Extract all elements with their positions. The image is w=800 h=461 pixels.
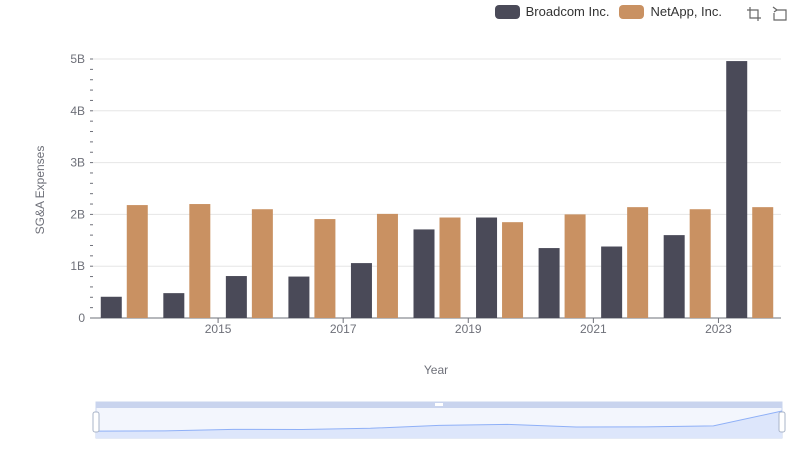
y-tick-label: 4B [70,104,85,118]
x-tick-label: 2017 [330,322,357,336]
x-axis-title: Year [424,363,448,377]
bar-netapp-2019[interactable] [439,217,461,318]
legend-label-broadcom: Broadcom Inc. [525,4,610,19]
bar-netapp-2020[interactable] [502,222,524,318]
data-zoom-slider[interactable] [92,401,786,439]
bar-netapp-2022[interactable] [627,207,649,318]
legend-label-netapp: NetApp, Inc. [650,4,722,19]
bar-netapp-2016[interactable] [251,209,273,318]
slider-handle-left[interactable] [92,411,100,433]
bar-netapp-2015[interactable] [189,204,211,318]
y-axis: 0 1B 2B 3B 4B 5B [70,52,93,325]
bar-broadcom-2014[interactable] [100,296,122,318]
toolbox [746,6,788,22]
bar-broadcom-2022[interactable] [601,246,623,318]
bar-netapp-2024[interactable] [752,207,774,318]
zoom-icon[interactable] [746,6,762,22]
slider-preview-area [96,411,782,438]
bar-broadcom-2021[interactable] [538,248,560,318]
bar-netapp-2017[interactable] [314,219,336,318]
x-tick-label: 2023 [705,322,732,336]
bar-broadcom-2023[interactable] [663,235,685,318]
x-tick-label: 2015 [205,322,232,336]
y-tick-label: 5B [70,52,85,66]
x-tick-label: 2019 [455,322,482,336]
bar-netapp-2018[interactable] [376,213,398,318]
y-axis-title: SG&A Expenses [33,146,47,235]
slider-handle-right[interactable] [778,411,786,433]
legend-swatch-broadcom [494,4,520,19]
slider-preview-line [95,410,783,432]
bar-broadcom-2019[interactable] [413,229,435,318]
bar-broadcom-2020[interactable] [476,217,498,318]
bar-netapp-2021[interactable] [564,214,586,318]
bar-broadcom-2024[interactable] [726,61,748,319]
bar-broadcom-2017[interactable] [288,276,310,318]
bars [100,61,774,319]
bar-broadcom-2015[interactable] [163,293,185,318]
legend-item-broadcom[interactable]: Broadcom Inc. [494,4,610,19]
y-tick-label: 1B [70,259,85,273]
x-tick-label: 2021 [580,322,607,336]
legend: Broadcom Inc. NetApp, Inc. [494,4,722,19]
slider-grip [435,403,443,406]
x-axis: 2015 2017 2019 2021 2023 [205,318,732,336]
bar-broadcom-2016[interactable] [225,276,247,318]
y-tick-label: 3B [70,156,85,170]
bar-netapp-2014[interactable] [126,205,148,318]
restore-icon[interactable] [772,6,788,22]
legend-swatch-netapp [619,4,645,19]
bar-netapp-2023[interactable] [689,209,711,318]
bar-broadcom-2018[interactable] [350,263,372,318]
legend-item-netapp[interactable]: NetApp, Inc. [619,4,722,19]
y-tick-label: 2B [70,207,85,221]
y-tick-label: 0 [78,311,85,325]
